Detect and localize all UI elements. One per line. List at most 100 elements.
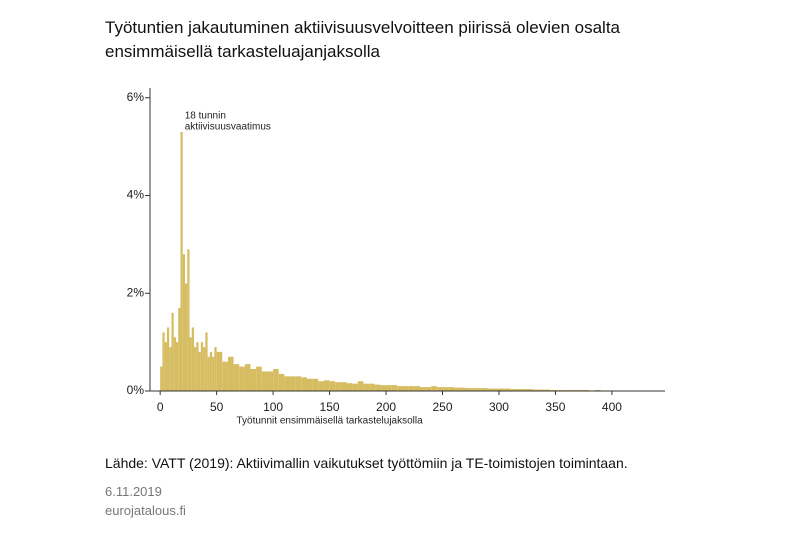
x-tick-label: 50	[210, 400, 224, 414]
bar	[357, 381, 364, 391]
bar	[164, 342, 167, 391]
bar	[397, 386, 403, 391]
y-tick-label: 0%	[127, 383, 145, 397]
bar	[194, 347, 197, 391]
bar	[312, 378, 319, 391]
bar	[284, 376, 291, 391]
bar	[178, 307, 181, 391]
bar	[207, 356, 210, 391]
bar	[182, 254, 186, 391]
annotation: 18 tunnin	[185, 111, 226, 122]
bar	[487, 388, 494, 391]
bar	[408, 386, 415, 391]
annotation: aktiivisuusvaatimus	[185, 122, 271, 133]
bar	[532, 389, 539, 391]
bar	[329, 381, 336, 391]
bar	[187, 249, 190, 391]
bar	[166, 327, 170, 391]
bar	[169, 347, 172, 391]
bar	[214, 347, 217, 391]
bar	[459, 387, 466, 391]
date: 6.11.2019	[105, 484, 162, 499]
bar	[290, 376, 296, 391]
bar	[482, 388, 488, 391]
bar	[222, 361, 228, 391]
bar	[476, 388, 483, 391]
bar	[261, 371, 268, 391]
bar	[180, 131, 183, 391]
bar	[391, 385, 398, 391]
bar	[205, 332, 208, 391]
bar	[436, 387, 443, 391]
bar	[196, 342, 199, 391]
bar	[301, 377, 307, 391]
bar	[498, 388, 505, 391]
bar	[538, 389, 545, 391]
bar	[256, 366, 262, 391]
bar	[493, 388, 499, 391]
bar	[209, 351, 213, 391]
bar	[442, 387, 449, 391]
bar	[278, 373, 285, 391]
bar	[380, 385, 387, 391]
bar	[323, 380, 330, 391]
bar	[386, 385, 392, 391]
bar	[448, 387, 454, 391]
bar	[510, 389, 516, 391]
bar	[175, 342, 179, 391]
bar	[521, 389, 528, 391]
bar	[244, 364, 251, 391]
x-tick-label: 150	[320, 400, 340, 414]
x-tick-label: 100	[263, 400, 283, 414]
y-tick-label: 4%	[127, 188, 145, 202]
bar	[504, 388, 511, 391]
bar	[160, 366, 163, 391]
bar	[453, 387, 460, 391]
bar	[352, 383, 358, 391]
bar	[295, 376, 302, 391]
bar	[185, 283, 188, 391]
bar	[527, 389, 533, 391]
bar	[173, 337, 176, 391]
bar	[171, 312, 174, 391]
bar	[374, 384, 381, 391]
bar	[216, 351, 223, 391]
y-tick-label: 6%	[127, 90, 145, 104]
bar	[470, 388, 477, 391]
bar	[273, 369, 279, 391]
bar	[363, 383, 370, 391]
bar	[419, 387, 426, 391]
bar	[318, 381, 324, 391]
bar	[369, 383, 375, 391]
x-tick-label: 200	[376, 400, 396, 414]
bar	[200, 342, 204, 391]
bar	[227, 356, 234, 391]
bar	[203, 347, 206, 391]
x-tick-label: 0	[157, 400, 164, 414]
bar	[335, 382, 341, 391]
x-tick-label: 300	[489, 400, 509, 414]
bar	[402, 386, 409, 391]
bar	[267, 371, 274, 391]
bar	[340, 382, 347, 391]
x-axis-label: Työtunnit ensimmäisellä tarkastelujaksol…	[236, 416, 423, 427]
bar	[306, 378, 313, 391]
bar	[465, 388, 471, 391]
bar	[544, 389, 550, 391]
bar	[191, 327, 195, 391]
bar	[431, 386, 437, 391]
y-tick-label: 2%	[127, 285, 145, 299]
x-tick-label: 250	[432, 400, 452, 414]
bar	[515, 389, 522, 391]
bar	[250, 369, 257, 391]
bar	[346, 383, 353, 391]
bar	[425, 387, 432, 391]
x-tick-label: 400	[602, 400, 622, 414]
bar	[239, 366, 245, 391]
x-tick-label: 350	[545, 400, 565, 414]
site: eurojatalous.fi	[105, 503, 186, 518]
bar	[198, 351, 201, 391]
bar	[189, 337, 192, 391]
